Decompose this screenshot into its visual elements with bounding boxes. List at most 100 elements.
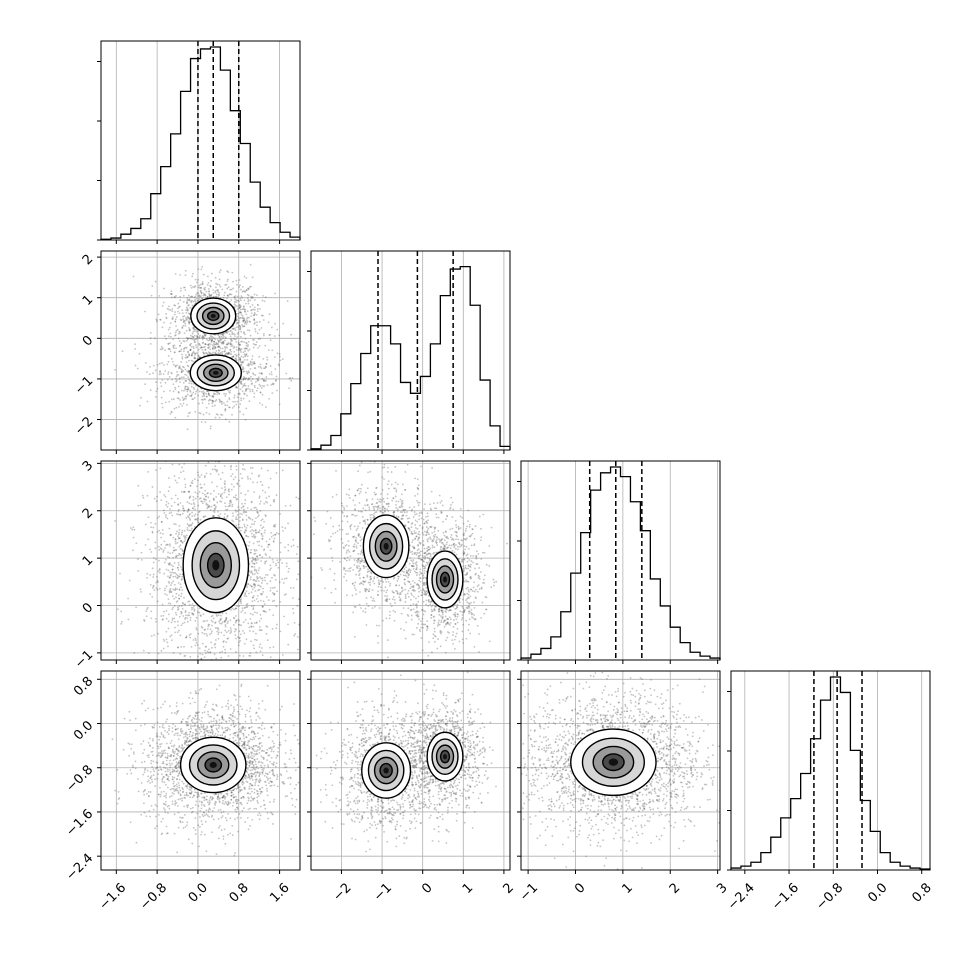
sample-point xyxy=(236,605,238,607)
sample-point xyxy=(261,545,263,547)
sample-point xyxy=(171,498,173,500)
sample-point xyxy=(248,299,250,301)
sample-point xyxy=(406,511,408,513)
sample-point xyxy=(165,504,167,506)
sample-point xyxy=(163,573,165,575)
sample-point xyxy=(258,514,260,516)
sample-point xyxy=(146,615,148,617)
sample-point xyxy=(225,687,227,689)
sample-point xyxy=(194,335,196,337)
sample-point xyxy=(133,652,135,654)
sample-point xyxy=(197,471,199,473)
sample-point xyxy=(178,605,180,607)
sample-point xyxy=(157,388,159,390)
sample-point xyxy=(264,532,266,534)
sample-point xyxy=(194,329,196,331)
sample-point xyxy=(187,529,189,531)
sample-point xyxy=(159,685,161,687)
sample-point xyxy=(160,382,162,384)
sample-point xyxy=(206,396,208,398)
sample-point xyxy=(183,398,185,400)
sample-point xyxy=(134,343,136,345)
sample-point xyxy=(265,611,267,613)
sample-point xyxy=(178,392,180,394)
sample-point xyxy=(199,344,201,346)
sample-point xyxy=(257,559,259,561)
sample-point xyxy=(226,631,228,633)
sample-point xyxy=(129,580,131,582)
sample-point xyxy=(234,297,236,299)
sample-point xyxy=(450,536,452,538)
sample-point xyxy=(224,350,226,352)
sample-point xyxy=(235,615,237,617)
sample-point xyxy=(201,626,203,628)
sample-point xyxy=(197,520,199,522)
sample-point xyxy=(187,317,189,319)
sample-point xyxy=(479,516,481,518)
sample-point xyxy=(159,373,161,375)
sample-point xyxy=(178,398,180,400)
sample-point xyxy=(247,388,249,390)
sample-point xyxy=(189,524,191,526)
sample-point xyxy=(253,605,255,607)
sample-point xyxy=(169,327,171,329)
sample-point xyxy=(308,602,310,604)
sample-point xyxy=(303,540,305,542)
sample-point xyxy=(214,338,216,340)
sample-point xyxy=(259,321,261,323)
sample-point xyxy=(245,385,247,387)
sample-point xyxy=(258,474,260,476)
sample-point xyxy=(162,347,164,349)
sample-point xyxy=(194,515,196,517)
sample-point xyxy=(190,485,192,487)
sample-point xyxy=(209,652,211,654)
sample-point xyxy=(191,305,193,307)
sample-point xyxy=(145,610,147,612)
sample-point xyxy=(174,387,176,389)
sample-point xyxy=(162,305,164,307)
sample-point xyxy=(224,621,226,623)
sample-point xyxy=(211,402,213,404)
sample-point xyxy=(317,534,319,536)
sample-point xyxy=(181,612,183,614)
sample-point xyxy=(247,344,249,346)
sample-point xyxy=(187,511,189,513)
sample-point xyxy=(220,269,222,271)
sample-point xyxy=(155,547,157,549)
sample-point xyxy=(230,609,232,611)
sample-point xyxy=(204,629,206,631)
sample-point xyxy=(294,622,296,624)
sample-point xyxy=(346,552,348,554)
sample-point xyxy=(203,633,205,635)
sample-point xyxy=(170,512,172,514)
sample-point xyxy=(155,369,157,371)
sample-point xyxy=(230,627,232,629)
sample-point xyxy=(280,630,282,632)
sample-point xyxy=(127,619,129,621)
sample-point xyxy=(181,434,183,436)
sample-point xyxy=(265,574,267,576)
sample-point xyxy=(450,497,452,499)
sample-point xyxy=(255,590,257,592)
sample-point xyxy=(257,595,259,597)
sample-point xyxy=(160,537,162,539)
sample-point xyxy=(198,511,200,513)
sample-point xyxy=(148,652,150,654)
sample-point xyxy=(235,638,237,640)
sample-point xyxy=(218,493,220,495)
sample-point xyxy=(256,541,258,543)
sample-point xyxy=(257,380,259,382)
sample-point xyxy=(297,649,299,651)
sample-point xyxy=(259,338,261,340)
sample-point xyxy=(253,314,255,316)
sample-point xyxy=(169,577,171,579)
sample-point xyxy=(259,503,261,505)
sample-point xyxy=(220,619,222,621)
sample-point xyxy=(226,284,228,286)
sample-point xyxy=(249,300,251,302)
sample-point xyxy=(247,321,249,323)
sample-point xyxy=(278,567,280,569)
sample-point xyxy=(171,310,173,312)
sample-point xyxy=(202,351,204,353)
sample-point xyxy=(160,373,162,375)
